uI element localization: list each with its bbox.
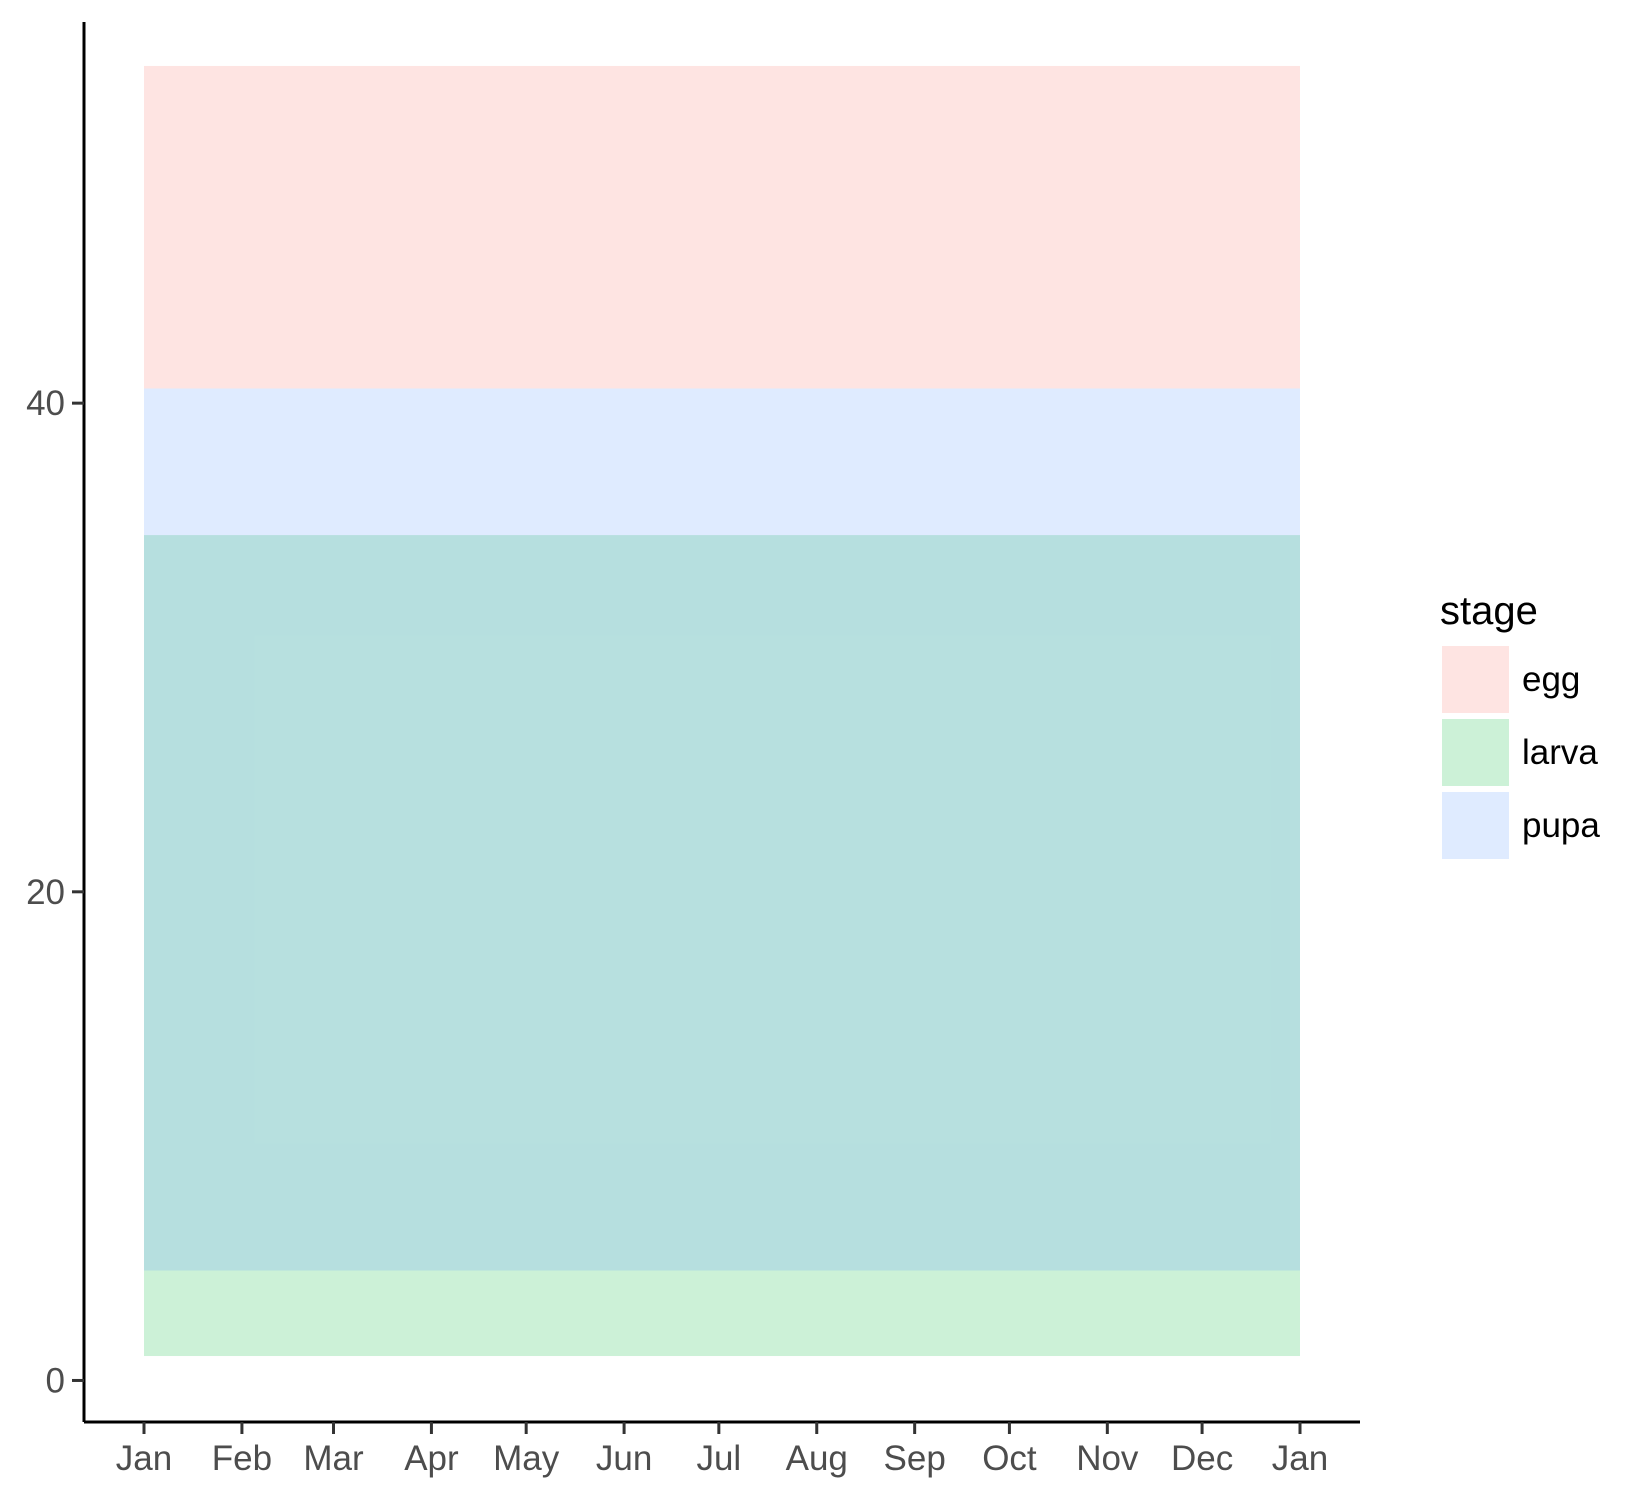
band-larva	[144, 535, 1300, 1357]
band-pupa	[144, 388, 1300, 1271]
legend-label-larva: larva	[1522, 733, 1598, 772]
x-tick-label: Feb	[212, 1439, 272, 1478]
x-tick-label: Sep	[884, 1439, 946, 1478]
legend-key-egg	[1442, 646, 1509, 713]
x-tick-label: Jun	[596, 1439, 652, 1478]
x-tick-label: Jan	[116, 1439, 172, 1478]
legend-label-egg: egg	[1522, 660, 1580, 699]
legend-key-larva	[1442, 719, 1509, 786]
axes-layer: 0 20 40 Jan Feb Mar Apr May Jun Jul Aug Sep Oct Nov De…	[26, 22, 1360, 1478]
x-tick-label: Nov	[1076, 1439, 1139, 1478]
legend-title: stage	[1440, 589, 1538, 633]
legend-key-pupa	[1442, 792, 1509, 859]
y-tick-label: 40	[26, 384, 65, 423]
x-tick-label: Dec	[1171, 1439, 1233, 1478]
legend: stage egg larva pupa	[1440, 589, 1600, 859]
band-egg	[144, 65, 1300, 389]
bands-layer	[144, 65, 1300, 1357]
x-tick-label: Aug	[786, 1439, 848, 1478]
y-tick-label: 20	[26, 873, 65, 912]
y-tick-label: 0	[46, 1361, 65, 1400]
x-tick-label: Jan	[1272, 1439, 1328, 1478]
legend-label-pupa: pupa	[1522, 806, 1600, 845]
x-tick-label: May	[493, 1439, 560, 1478]
x-tick-label: Jul	[696, 1439, 741, 1478]
x-tick-label: Oct	[982, 1439, 1037, 1478]
x-tick-label: Apr	[404, 1439, 459, 1478]
x-tick-label: Mar	[303, 1439, 364, 1478]
